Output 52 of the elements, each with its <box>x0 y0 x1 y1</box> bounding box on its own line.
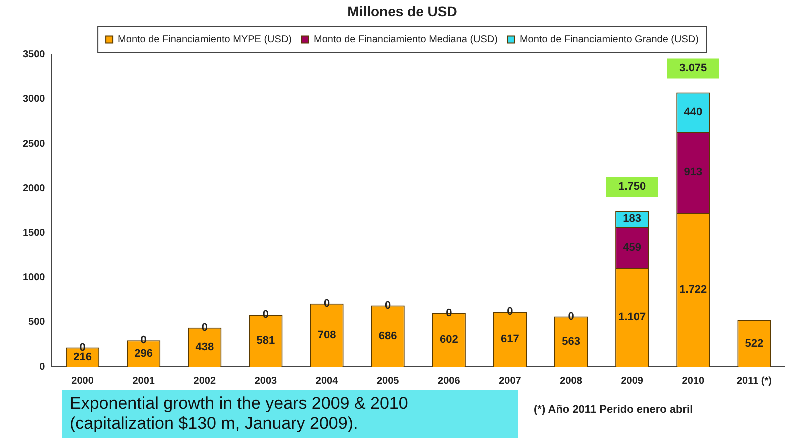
chart-title: Millones de USD <box>348 3 458 20</box>
data-label: 0 <box>568 310 574 323</box>
data-label: 0 <box>507 306 514 318</box>
x-tick-label: 2002 <box>194 376 216 387</box>
data-label: 581 <box>256 335 276 348</box>
y-tick-label: 2000 <box>22 183 46 194</box>
data-label: 522 <box>745 338 764 350</box>
data-label: 0 <box>446 307 452 320</box>
data-label: 440 <box>684 106 703 118</box>
x-tick-label: 2010 <box>682 376 705 387</box>
data-label: 216 <box>74 351 92 364</box>
data-label: 686 <box>378 330 398 342</box>
data-label: 1.722 <box>680 284 708 296</box>
data-label: 0 <box>140 334 147 347</box>
data-label: 602 <box>440 334 458 346</box>
x-tick-label: 2000 <box>72 376 94 387</box>
y-tick-label: 1000 <box>22 272 46 284</box>
data-label: 459 <box>623 242 642 254</box>
y-tick-label: 3500 <box>22 50 46 61</box>
total-label: 1.750 <box>618 181 646 194</box>
data-label: 0 <box>202 322 208 334</box>
x-tick-label: 2007 <box>499 376 522 387</box>
y-tick-label: 2500 <box>22 138 46 150</box>
x-tick-label: 2011 (*) <box>736 376 772 387</box>
legend-label: Monto de Financiamiento Grande (USD) <box>520 34 699 46</box>
x-tick-label: 2004 <box>316 376 339 387</box>
y-tick-label: 500 <box>28 317 46 328</box>
data-label: 438 <box>196 341 214 354</box>
text: Exponential growth in the years 2009 & 2010 (capitalization $130 m, January 2009). <box>62 390 518 438</box>
data-label: 708 <box>318 329 336 342</box>
data-label: 0 <box>80 342 86 354</box>
x-tick-label: 2009 <box>621 376 644 387</box>
total-label: 3.075 <box>680 62 708 75</box>
data-label: 913 <box>684 166 703 179</box>
text: (*) Año 2011 Perido enero abril <box>534 403 694 416</box>
data-label: 563 <box>562 336 580 348</box>
data-label: 0 <box>385 300 392 312</box>
data-label: 617 <box>501 334 520 346</box>
x-tick-label: 2003 <box>254 376 278 387</box>
x-tick-label: 2008 <box>560 376 583 387</box>
data-label: 183 <box>623 213 642 226</box>
data-label: 0 <box>324 298 330 310</box>
data-label: 1.107 <box>618 312 646 324</box>
y-tick-label: 0 <box>40 362 46 373</box>
x-tick-label: 2005 <box>376 376 400 387</box>
y-tick-label: 1500 <box>22 228 46 239</box>
legend-label: Monto de Financiamiento Mediana (USD) <box>314 34 498 46</box>
x-tick-label: 2001 <box>132 376 156 387</box>
x-tick-label: 2006 <box>438 376 461 387</box>
data-label: 296 <box>134 348 154 360</box>
legend-label: Monto de Financiamiento MYPE (USD) <box>118 34 292 46</box>
y-tick-label: 3000 <box>22 94 46 106</box>
